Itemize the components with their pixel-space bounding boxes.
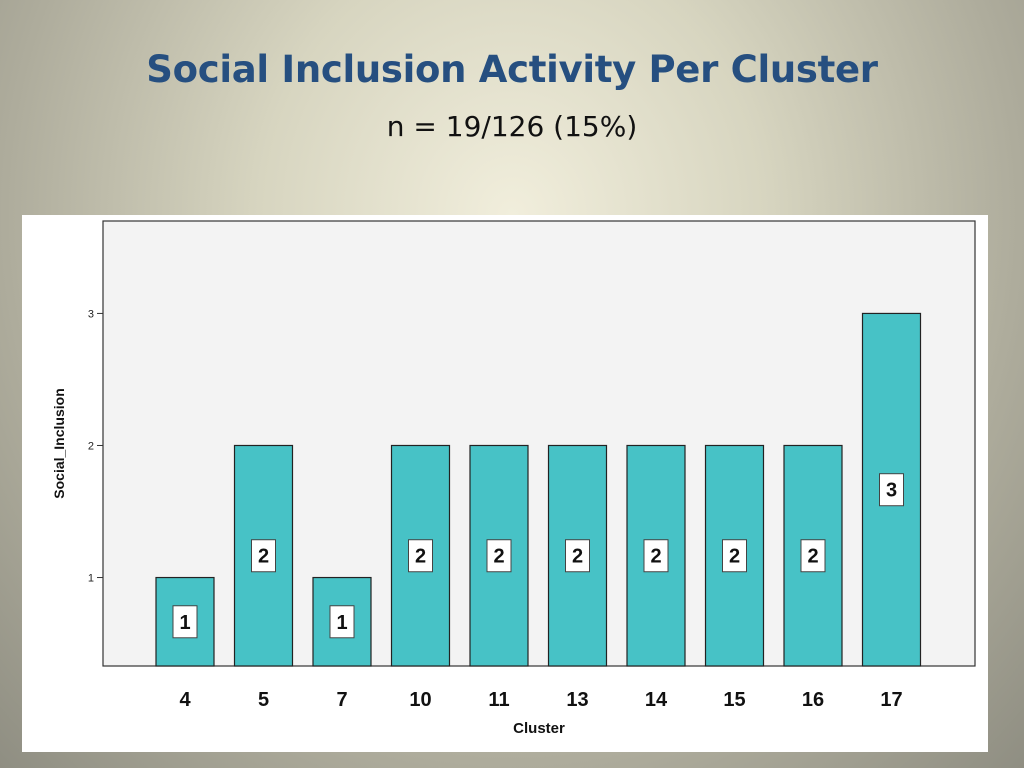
x-tick-label: 14 bbox=[645, 689, 668, 711]
y-tick-label: 1 bbox=[88, 573, 94, 585]
bar-label-box bbox=[172, 605, 198, 639]
x-axis-label: Cluster bbox=[513, 720, 565, 737]
bar-label-box bbox=[251, 539, 276, 573]
bar-label-box bbox=[565, 539, 590, 573]
bar-value-label: 2 bbox=[729, 546, 740, 568]
bar-label-box bbox=[722, 539, 747, 573]
bar-chart: 123Social_Inclusion142517210211213214215… bbox=[51, 220, 976, 737]
slide-subtitle: n = 19/126 (15%) bbox=[386, 110, 638, 143]
x-tick-label: 5 bbox=[258, 689, 269, 711]
bar-value-label: 2 bbox=[493, 546, 504, 568]
chart-panel: 1 2 3 Social_Inclusion 1 4 2 5 1 7 2 10 2 11 2 13 2 14 2 15… bbox=[22, 215, 988, 752]
x-tick-label: 17 bbox=[880, 689, 902, 711]
x-tick-label: 11 bbox=[488, 689, 509, 711]
bar-value-label: 2 bbox=[807, 546, 818, 568]
bar-value-label: 3 bbox=[886, 480, 897, 502]
bar-label-box bbox=[408, 539, 433, 573]
plot-area bbox=[102, 220, 976, 667]
y-tick-label: 3 bbox=[88, 308, 94, 320]
bar-label-box bbox=[643, 539, 669, 573]
bar-value-label: 2 bbox=[650, 546, 661, 568]
x-tick-label: 10 bbox=[409, 689, 431, 711]
x-tick-label: 13 bbox=[566, 689, 588, 711]
bar-label-box bbox=[329, 605, 355, 639]
slide-title: Social Inclusion Activity Per Cluster bbox=[146, 48, 878, 91]
x-tick-label: 15 bbox=[723, 689, 745, 711]
y-tick-label: 2 bbox=[88, 440, 94, 452]
bar-label-box bbox=[800, 539, 826, 573]
bar-value-label: 1 bbox=[179, 612, 190, 634]
bar-label-box bbox=[486, 539, 512, 573]
y-axis-label: Social_Inclusion bbox=[51, 388, 67, 498]
bar-label-box bbox=[879, 473, 904, 507]
bar-value-label: 2 bbox=[258, 546, 269, 568]
x-tick-label: 7 bbox=[336, 689, 347, 711]
x-tick-label: 4 bbox=[179, 689, 191, 711]
x-tick-label: 16 bbox=[802, 689, 824, 711]
bar-value-label: 2 bbox=[572, 546, 583, 568]
bar-value-label: 1 bbox=[336, 612, 347, 634]
bar-value-label: 2 bbox=[415, 546, 426, 568]
